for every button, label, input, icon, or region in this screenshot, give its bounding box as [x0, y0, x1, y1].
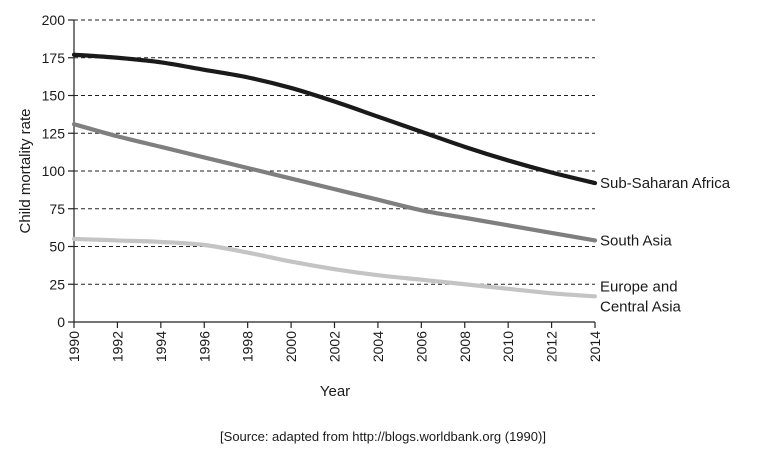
y-tick-label: 100	[42, 163, 66, 179]
x-tick-label: 2006	[413, 331, 429, 362]
x-axis-label: Year	[320, 383, 350, 400]
x-tick-label: 2008	[457, 331, 473, 362]
x-tick-label: 2002	[327, 331, 343, 362]
x-tick-label: 1992	[109, 331, 125, 362]
series-label: South Asia	[600, 232, 672, 249]
x-tick-label: 2004	[370, 331, 386, 362]
y-tick-label: 200	[42, 12, 66, 28]
x-tick-label: 1998	[240, 331, 256, 362]
series-line-0	[74, 55, 595, 183]
series-label: Sub-Saharan Africa	[600, 175, 731, 192]
x-tick-label: 2014	[587, 331, 603, 362]
y-tick-label: 150	[42, 88, 66, 104]
x-tick-label: 2012	[544, 331, 560, 362]
series-label: Central Asia	[600, 298, 682, 315]
y-tick-label: 50	[49, 239, 65, 255]
x-tick-label: 2010	[500, 331, 516, 362]
y-axis-label: Child mortality rate	[17, 108, 34, 233]
axes	[68, 20, 595, 328]
y-tick-label: 175	[42, 50, 66, 66]
series-line-2	[74, 239, 595, 296]
x-tick-label: 1996	[196, 331, 212, 362]
series-labels: Sub-Saharan Africa South Asia Europe and Ce…	[600, 175, 731, 315]
series-lines	[74, 55, 595, 297]
x-tick-label: 2000	[283, 331, 299, 362]
y-tick-labels: 0 25 50 75 100 125 150 175 200	[42, 12, 66, 330]
x-tick-label: 1994	[153, 331, 169, 362]
x-tick-labels: 1990 1992 1994 1996 1998 2000 2002 2004 2006 2008…	[66, 331, 603, 362]
y-tick-label: 25	[49, 276, 65, 292]
series-line-1	[74, 124, 595, 240]
y-tick-label: 125	[42, 125, 66, 141]
x-tick-label: 1990	[66, 331, 82, 362]
series-label: Europe and	[600, 278, 678, 295]
source-note: [Source: adapted from http://blogs.world…	[220, 429, 546, 444]
y-tick-label: 0	[57, 314, 65, 330]
y-tick-label: 75	[49, 201, 65, 217]
